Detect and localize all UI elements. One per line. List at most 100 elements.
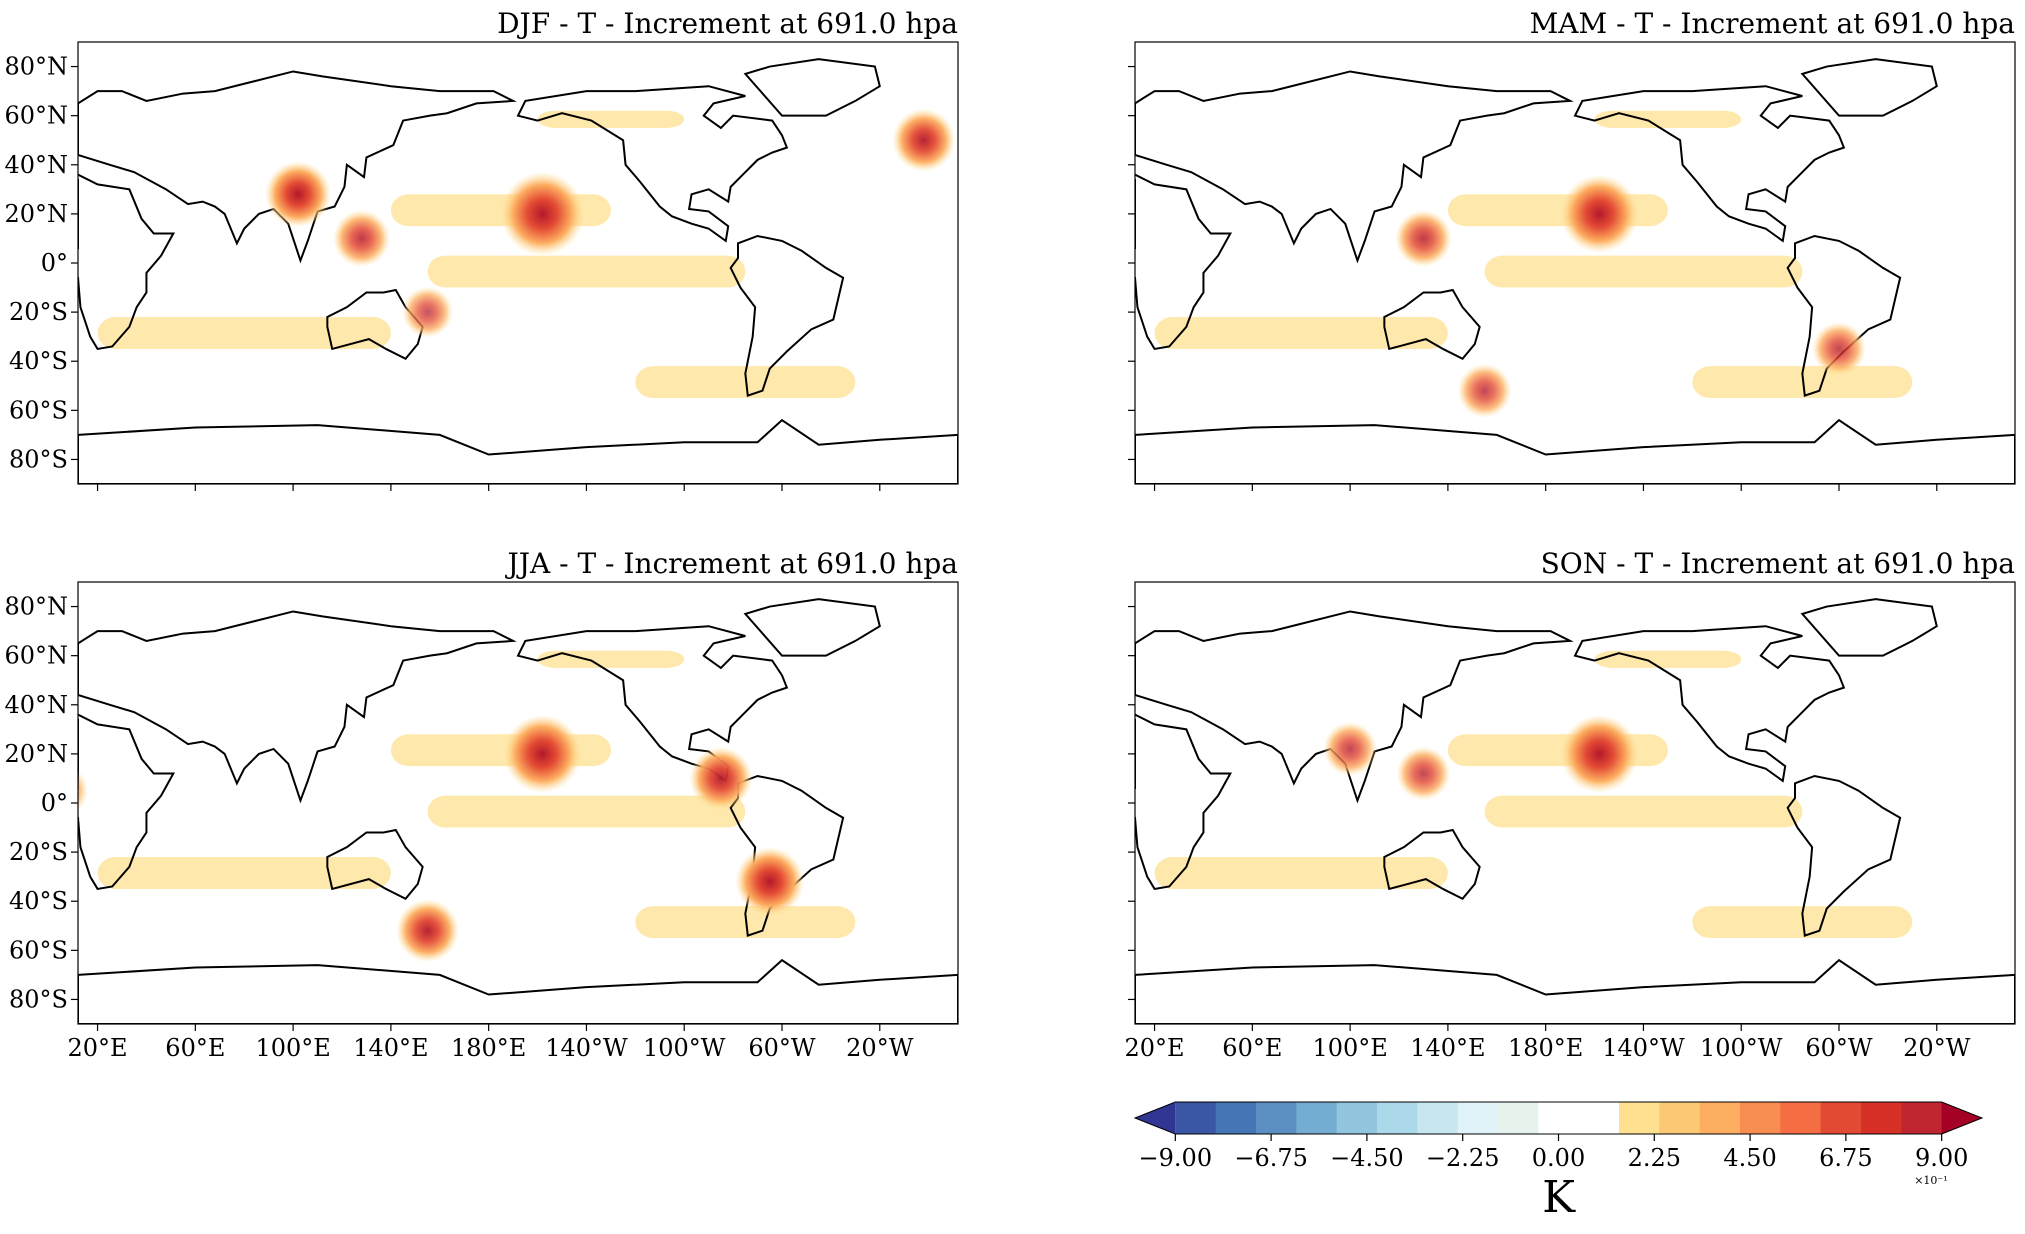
increment-band — [537, 650, 685, 668]
increment-hotspot — [892, 108, 956, 172]
increment-hotspot — [1560, 714, 1639, 793]
coastline — [1135, 173, 1233, 351]
colorbar-segment — [1457, 1102, 1499, 1134]
map-contents — [1135, 598, 2015, 1024]
x-tick-label: 180°E — [1508, 1034, 1583, 1062]
colorbar-segment — [1659, 1102, 1701, 1134]
colorbar-tick-label: 9.00 — [1915, 1144, 1968, 1172]
colorbar-tick-label: 0.00 — [1532, 1144, 1585, 1172]
y-tick-label: 0° — [41, 249, 68, 277]
colorbar-tick-label: −6.75 — [1234, 1144, 1308, 1172]
map-contents — [1135, 58, 2015, 484]
panel-title: JJA - T - Increment at 691.0 hpa — [505, 547, 958, 580]
colorbar-tick-label: 4.50 — [1723, 1144, 1776, 1172]
increment-hotspot — [1396, 746, 1451, 801]
x-tick-label: 180°E — [451, 1034, 526, 1062]
panel-title: SON - T - Increment at 691.0 hpa — [1541, 547, 2015, 580]
colorbar-segment — [1820, 1102, 1862, 1134]
coastline — [78, 610, 517, 804]
increment-hotspot — [1323, 721, 1378, 776]
colorbar-segment — [1538, 1102, 1580, 1134]
coastline — [516, 85, 789, 243]
increment-band — [1154, 317, 1448, 349]
coastline — [1383, 288, 1481, 361]
colorbar-extend-min — [1135, 1102, 1176, 1134]
increment-hotspot — [78, 769, 88, 812]
coastline — [78, 958, 958, 1024]
coastline — [1800, 58, 1938, 117]
x-tick-label: 140°E — [1410, 1034, 1485, 1062]
y-tick-label: 60°S — [9, 396, 68, 424]
colorbar-segment — [1377, 1102, 1418, 1134]
y-tick-label: 40°S — [9, 887, 68, 915]
increment-hotspot — [396, 899, 460, 963]
coastline — [78, 713, 176, 891]
colorbar-segment — [1296, 1102, 1338, 1134]
increment-hotspot — [1457, 363, 1512, 418]
coastline — [1135, 418, 2015, 484]
coastline — [1135, 958, 2015, 1024]
panel-title: MAM - T - Increment at 691.0 hpa — [1530, 7, 2015, 40]
panel-title: DJF - T - Increment at 691.0 hpa — [497, 7, 958, 40]
x-tick-label: 140°W — [545, 1034, 628, 1062]
colorbar-tick-label: −4.50 — [1330, 1144, 1404, 1172]
coastline — [1573, 85, 1846, 243]
colorbar-segment — [1256, 1102, 1297, 1134]
coastline — [1383, 828, 1481, 901]
y-tick-label: 40°S — [9, 347, 68, 375]
coastline — [1135, 610, 1574, 804]
y-tick-label: 20°S — [9, 838, 68, 866]
increment-hotspot — [402, 286, 454, 338]
x-tick-label: 20°E — [68, 1034, 128, 1062]
colorbar-segment — [1417, 1102, 1459, 1134]
y-tick-label: 80°S — [9, 985, 68, 1013]
coastline — [729, 234, 845, 397]
colorbar-tick-label: −2.25 — [1426, 1144, 1500, 1172]
increment-hotspot — [333, 209, 391, 267]
x-tick-label: 100°W — [1700, 1034, 1783, 1062]
x-tick-label: 100°E — [255, 1034, 330, 1062]
y-tick-label: 60°S — [9, 936, 68, 964]
increment-hotspot — [1812, 321, 1866, 376]
x-tick-label: 20°E — [1125, 1034, 1185, 1062]
coastline — [1573, 625, 1846, 783]
map-panel: JJA - T - Increment at 691.0 hpa 20°E 60°E… — [4, 547, 959, 1062]
increment-band — [537, 110, 685, 128]
x-tick-label: 140°W — [1602, 1034, 1685, 1062]
increment-band — [1484, 255, 1803, 288]
y-tick-label: 20°S — [9, 298, 68, 326]
coastline — [516, 625, 789, 783]
y-tick-label: 80°S — [9, 445, 68, 473]
x-tick-label: 60°E — [165, 1034, 225, 1062]
y-tick-label: 80°N — [4, 593, 68, 621]
increment-hotspot — [265, 161, 331, 228]
increment-band — [427, 255, 746, 288]
increment-hotspot — [500, 171, 585, 256]
coastline — [743, 598, 881, 657]
colorbar-tick-label: −9.00 — [1139, 1144, 1213, 1172]
coastline — [78, 418, 958, 484]
coastline — [743, 58, 881, 117]
x-tick-label: 20°W — [1903, 1034, 1971, 1062]
x-tick-label: 100°E — [1312, 1034, 1387, 1062]
map-panel: DJF - T - Increment at 691.0 hpa 80°N 60°N… — [4, 7, 959, 491]
map-panel: MAM - T - Increment at 691.0 hpa — [1128, 7, 2016, 491]
colorbar-segment — [1336, 1102, 1378, 1134]
colorbar: −9.00 −6.75 −4.50 −2.25 0.00 2.25 4.50 6.75 9.00… — [1133, 1101, 1984, 1223]
coastline — [326, 828, 424, 901]
x-tick-label: 140°E — [353, 1034, 428, 1062]
coastline — [1786, 774, 1902, 937]
coastline — [78, 173, 176, 351]
colorbar-segment — [1215, 1102, 1257, 1134]
colorbar-extend-max — [1941, 1102, 1982, 1134]
colorbar-segment — [1901, 1102, 1943, 1134]
increment-hotspot — [1394, 209, 1452, 267]
map-panel: SON - T - Increment at 691.0 hpa 20°E 60°E… — [1125, 547, 2016, 1062]
increment-band — [1154, 857, 1448, 889]
increment-hotspot — [1560, 174, 1639, 253]
colorbar-label: K — [1542, 1172, 1576, 1223]
increment-hotspot — [689, 746, 753, 810]
colorbar-tick-label: 6.75 — [1819, 1144, 1872, 1172]
map-contents — [78, 58, 958, 484]
